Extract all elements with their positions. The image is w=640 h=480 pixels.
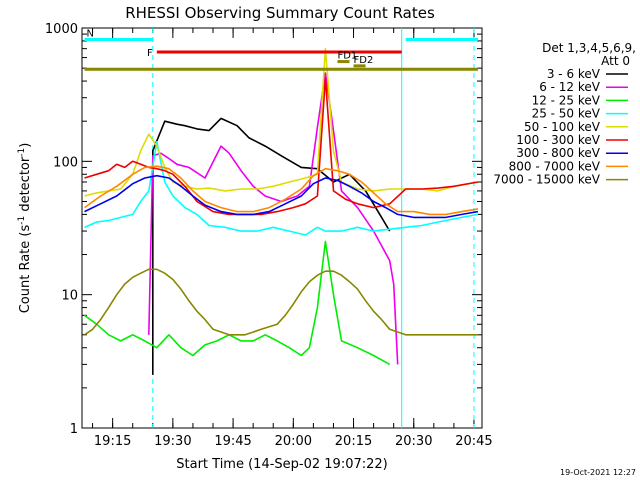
legend-label-6: 100 - 300 keV — [516, 133, 600, 147]
x-tick-label: 20:00 — [275, 434, 312, 449]
legend-label-2: 6 - 12 keV — [539, 80, 601, 94]
legend-label-8: 800 - 7000 keV — [509, 159, 601, 173]
series-line-3 — [84, 240, 391, 366]
series-line-4 — [84, 141, 479, 236]
y-axis: 1 10 100 1000 — [45, 22, 482, 437]
series-line-7 — [84, 174, 479, 219]
x-tick-label: 19:45 — [214, 434, 251, 449]
marker-lines — [152, 28, 475, 428]
y-tick-label: 1000 — [45, 22, 78, 37]
series-line-5 — [84, 47, 479, 197]
x-tick-label: 19:15 — [94, 434, 131, 449]
series-line-2 — [148, 72, 399, 365]
flag-label-1: N — [87, 28, 94, 39]
y-axis-label: Count Rate (s-1 detector-1) — [17, 143, 33, 314]
series-lines — [84, 47, 479, 375]
series-line-9 — [84, 268, 478, 336]
y-tick-label: 1 — [70, 422, 78, 437]
y-axis-label-main: Count Rate (s — [18, 225, 33, 314]
y-axis-label-sup2: -1 — [17, 148, 27, 157]
series-line-8 — [84, 165, 479, 216]
x-axis: 19:15 19:30 19:45 20:00 20:15 20:30 20:45 — [92, 28, 493, 449]
timestamp: 19-Oct-2021 12:27 — [560, 468, 636, 477]
x-tick-label: 20:30 — [395, 434, 432, 449]
flag-label-2: F — [147, 48, 153, 59]
y-axis-label-sup1: -1 — [17, 216, 27, 225]
plot-frame — [81, 27, 483, 429]
x-tick-label: 19:30 — [154, 434, 191, 449]
legend-label-3: 12 - 25 keV — [532, 93, 601, 107]
x-tick-label: 20:45 — [455, 434, 492, 449]
legend-label-4: 25 - 50 keV — [532, 107, 601, 121]
x-tick-label: 20:15 — [335, 434, 372, 449]
x-axis-label: Start Time (14-Sep-02 19:07:22) — [176, 457, 387, 472]
legend-header-1: Det 1,3,4,5,6,9, — [542, 41, 636, 55]
flag-label-4: FD2 — [354, 55, 374, 66]
y-axis-label-end: ) — [18, 143, 33, 148]
y-tick-label: 100 — [53, 155, 78, 170]
flag-label-3: FD1 — [337, 51, 357, 62]
series-line-1 — [152, 117, 391, 375]
legend-header-2: Att 0 — [601, 54, 630, 68]
y-tick-label: 10 — [61, 289, 78, 304]
legend-label-9: 7000 - 15000 keV — [493, 173, 600, 187]
legend-label-7: 300 - 800 keV — [516, 146, 600, 160]
legend-label-5: 50 - 100 keV — [524, 120, 601, 134]
legend-label-1: 3 - 6 keV — [547, 67, 601, 81]
chart-title: RHESSI Observing Summary Count Rates — [125, 4, 435, 22]
y-axis-label-mid: detector — [18, 156, 33, 216]
